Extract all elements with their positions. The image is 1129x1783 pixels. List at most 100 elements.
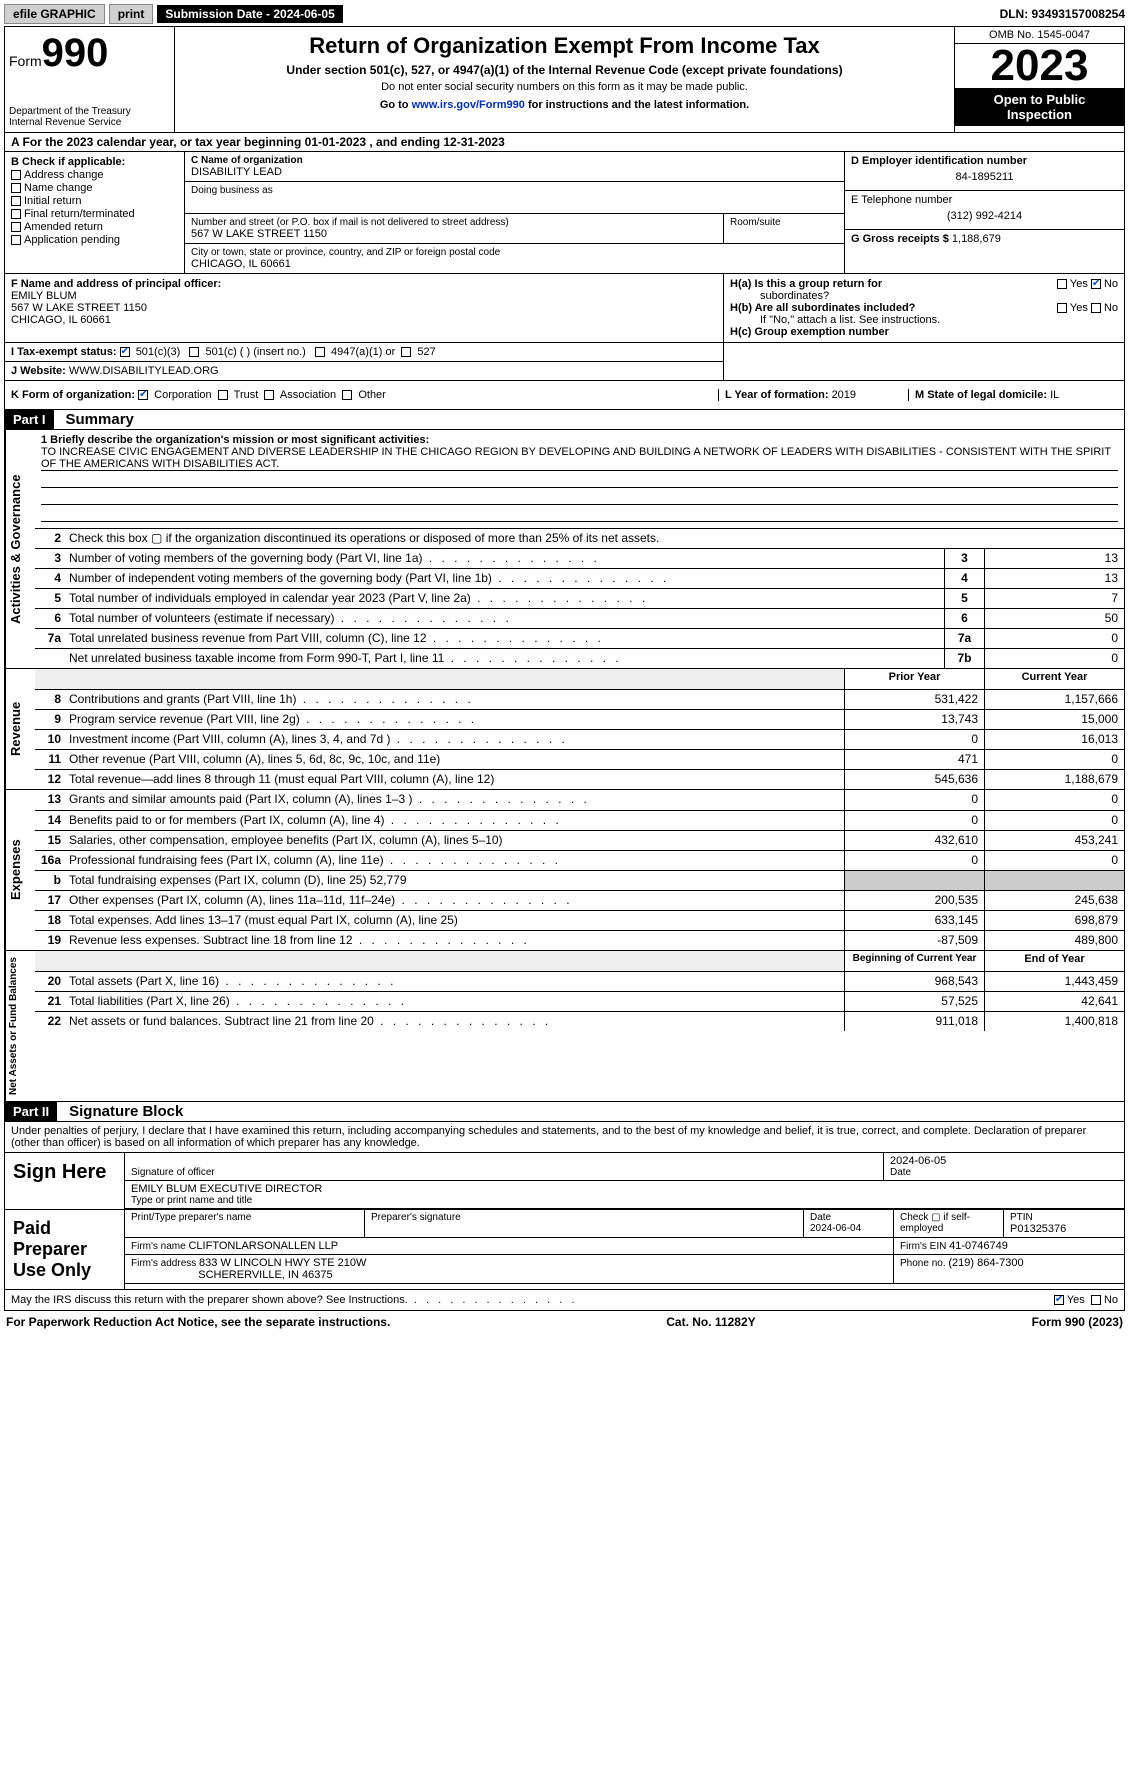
part-i-label: Part I: [5, 410, 54, 429]
firm-name: CLIFTONLARSONALLEN LLP: [188, 1240, 338, 1252]
street-label: Number and street (or P.O. box if mail i…: [191, 217, 717, 228]
val-11c: 0: [984, 750, 1124, 769]
open-public: Open to PublicInspection: [955, 88, 1124, 126]
line-7b: Net unrelated business taxable income fr…: [65, 649, 944, 668]
sign-here-label: Sign Here: [5, 1153, 125, 1209]
line-2: Check this box ▢ if the organization dis…: [65, 529, 1124, 548]
firm-phone: (219) 864-7300: [948, 1257, 1023, 1269]
chk-amended[interactable]: Amended return: [11, 221, 178, 233]
sig-date: 2024-06-05: [890, 1155, 1118, 1167]
chk-501c[interactable]: [189, 347, 199, 357]
line-11: Other revenue (Part VIII, column (A), li…: [65, 750, 844, 769]
box-b-label: B Check if applicable:: [11, 156, 178, 168]
prep-name-label: Print/Type preparer's name: [125, 1210, 365, 1237]
hb-note: If "No," attach a list. See instructions…: [730, 314, 1118, 326]
rev-label: Revenue: [5, 669, 35, 789]
val-15p: 432,610: [844, 831, 984, 850]
line-13: Grants and similar amounts paid (Part IX…: [65, 790, 844, 810]
val-21p: 57,525: [844, 992, 984, 1011]
box-h: H(a) Is this a group return for Yes No s…: [724, 274, 1124, 342]
line-7a: Total unrelated business revenue from Pa…: [65, 629, 944, 648]
line-3: Number of voting members of the governin…: [65, 549, 944, 568]
submission-date: Submission Date - 2024-06-05: [157, 5, 342, 23]
print-button[interactable]: print: [109, 4, 154, 24]
val-20p: 968,543: [844, 972, 984, 991]
line-22: Net assets or fund balances. Subtract li…: [65, 1012, 844, 1031]
chk-other[interactable]: [342, 390, 352, 400]
chk-501c3[interactable]: [120, 347, 130, 357]
website-label: J Website:: [11, 365, 69, 377]
type-name-label: Type or print name and title: [131, 1195, 1118, 1206]
part-ii-title: Signature Block: [57, 1103, 183, 1120]
val-18p: 633,145: [844, 911, 984, 930]
phone-value: (312) 992-4214: [851, 206, 1118, 226]
chk-initial[interactable]: Initial return: [11, 195, 178, 207]
phone-label: E Telephone number: [851, 194, 1118, 206]
discuss-row: May the IRS discuss this return with the…: [4, 1290, 1125, 1311]
box-f: F Name and address of principal officer:…: [5, 274, 724, 342]
line-10: Investment income (Part VIII, column (A)…: [65, 730, 844, 749]
chk-pending[interactable]: Application pending: [11, 234, 178, 246]
chk-corp[interactable]: [138, 390, 148, 400]
hb-yes[interactable]: [1057, 303, 1067, 313]
section-ij: I Tax-exempt status: 501(c)(3) 501(c) ( …: [4, 343, 1125, 381]
part-i-title: Summary: [54, 411, 134, 428]
chk-527[interactable]: [401, 347, 411, 357]
footer: For Paperwork Reduction Act Notice, see …: [4, 1311, 1125, 1333]
chk-address[interactable]: Address change: [11, 169, 178, 181]
section-klm: K Form of organization: Corporation Trus…: [4, 381, 1125, 410]
exp-label: Expenses: [5, 790, 35, 950]
mission-label: 1 Briefly describe the organization's mi…: [41, 434, 1118, 446]
ein-value: 84-1895211: [851, 167, 1118, 187]
goto-link[interactable]: www.irs.gov/Form990: [412, 99, 525, 111]
line-19: Revenue less expenses. Subtract line 18 …: [65, 931, 844, 950]
val-9c: 15,000: [984, 710, 1124, 729]
goto-line: Go to www.irs.gov/Form990 for instructio…: [181, 99, 948, 111]
form-title: Return of Organization Exempt From Incom…: [181, 33, 948, 59]
form-header: Form990 Department of the Treasury Inter…: [4, 26, 1125, 133]
chk-final[interactable]: Final return/terminated: [11, 208, 178, 220]
val-11p: 471: [844, 750, 984, 769]
line-a: A For the 2023 calendar year, or tax yea…: [4, 133, 1125, 152]
org-name-label: C Name of organization: [191, 155, 838, 166]
subtitle: Under section 501(c), 527, or 4947(a)(1)…: [181, 63, 948, 77]
val-22c: 1,400,818: [984, 1012, 1124, 1031]
officer-printed: EMILY BLUM EXECUTIVE DIRECTOR: [131, 1183, 1118, 1195]
line-12: Total revenue—add lines 8 through 11 (mu…: [65, 770, 844, 789]
ha-yes[interactable]: [1057, 279, 1067, 289]
sig-officer-label: Signature of officer: [131, 1167, 877, 1178]
val-13p: 0: [844, 790, 984, 810]
val-17p: 200,535: [844, 891, 984, 910]
line-9: Program service revenue (Part VIII, line…: [65, 710, 844, 729]
net-label: Net Assets or Fund Balances: [5, 951, 35, 1101]
part-ii-bar: Part II Signature Block: [4, 1102, 1125, 1122]
chk-assoc[interactable]: [264, 390, 274, 400]
tax-year: 2023: [955, 44, 1124, 88]
line-5: Total number of individuals employed in …: [65, 589, 944, 608]
box-b: B Check if applicable: Address change Na…: [5, 152, 185, 273]
val-14p: 0: [844, 811, 984, 830]
officer-addr1: 567 W LAKE STREET 1150: [11, 302, 717, 314]
ptin-value: P01325376: [1010, 1223, 1118, 1235]
mission-text: TO INCREASE CIVIC ENGAGEMENT AND DIVERSE…: [41, 446, 1118, 471]
pra-notice: For Paperwork Reduction Act Notice, see …: [6, 1315, 390, 1329]
ha-no[interactable]: [1091, 279, 1101, 289]
hb-no[interactable]: [1091, 303, 1101, 313]
discuss-yes[interactable]: [1054, 1295, 1064, 1305]
ein-label: D Employer identification number: [851, 155, 1118, 167]
discuss-no[interactable]: [1091, 1295, 1101, 1305]
website-value: WWW.DISABILITYLEAD.ORG: [69, 365, 219, 377]
street-value: 567 W LAKE STREET 1150: [191, 228, 717, 240]
val-8c: 1,157,666: [984, 690, 1124, 709]
prior-year-header: Prior Year: [844, 669, 984, 689]
chk-4947[interactable]: [315, 347, 325, 357]
chk-trust[interactable]: [218, 390, 228, 400]
chk-name[interactable]: Name change: [11, 182, 178, 194]
city-label: City or town, state or province, country…: [191, 247, 838, 258]
efile-button[interactable]: efile GRAPHIC: [4, 4, 105, 24]
line-20: Total assets (Part X, line 16): [65, 972, 844, 991]
line-16b: Total fundraising expenses (Part IX, col…: [65, 871, 844, 890]
sig-date-label: Date: [890, 1167, 1118, 1178]
gov-label: Activities & Governance: [5, 430, 35, 668]
line-21: Total liabilities (Part X, line 26): [65, 992, 844, 1011]
